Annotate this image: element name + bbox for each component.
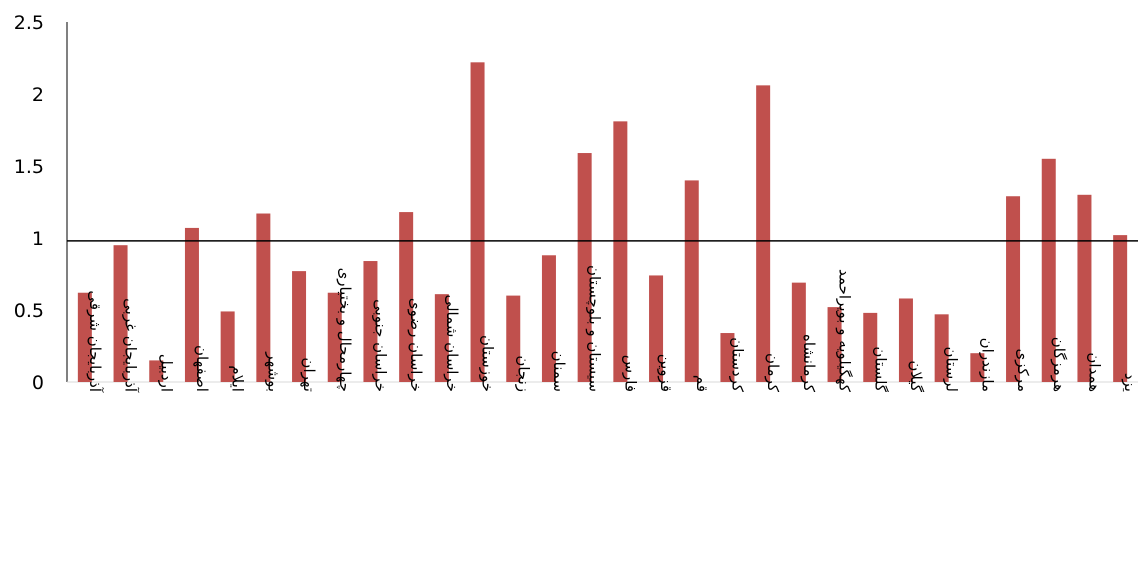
x-tick-label: خراسان شمالی bbox=[443, 294, 461, 392]
bar bbox=[1006, 196, 1021, 382]
x-tick-label: سیستان و بلوچستان bbox=[586, 265, 604, 392]
bar bbox=[649, 275, 664, 382]
x-tick-label: کهگیلویه و بویراحمد bbox=[836, 269, 854, 393]
x-tick-label: اردبیل bbox=[157, 354, 175, 392]
y-axis-ticks: 0 0.5 1 1.5 2 2.5 bbox=[14, 12, 44, 394]
x-tick-label: سمنان bbox=[550, 351, 568, 392]
x-tick-label: گیلان bbox=[907, 360, 925, 392]
y-tick-label: 0 bbox=[32, 372, 44, 394]
bar bbox=[292, 271, 307, 382]
x-tick-label: کردستان bbox=[728, 337, 746, 393]
bar bbox=[970, 353, 985, 382]
bar bbox=[113, 245, 128, 382]
bar bbox=[256, 213, 271, 382]
y-tick-label: 0.5 bbox=[14, 300, 44, 322]
x-tick-label: آذربایجان شرقی bbox=[86, 290, 104, 392]
bar bbox=[756, 85, 771, 383]
bar bbox=[577, 153, 592, 382]
x-tick-label: خوزستان bbox=[479, 335, 497, 392]
x-tick-label: مازندران bbox=[978, 338, 996, 392]
bar bbox=[506, 295, 521, 382]
x-tick-label: گلستان bbox=[871, 346, 889, 392]
bar bbox=[363, 261, 378, 382]
x-tick-label: هرمزگان bbox=[1050, 337, 1068, 392]
bar bbox=[934, 314, 949, 382]
bar bbox=[77, 292, 92, 382]
x-tick-label: بوشهر bbox=[264, 351, 282, 392]
plot-area bbox=[66, 22, 1138, 383]
bars-group bbox=[77, 62, 1128, 383]
bar bbox=[684, 180, 699, 382]
x-tick-label: چهارمحال و بختیاری bbox=[336, 268, 354, 392]
x-tick-label: همدان bbox=[1085, 352, 1103, 392]
bar bbox=[613, 121, 628, 383]
bar bbox=[184, 227, 199, 382]
x-tick-label: آذربایجان غربی bbox=[122, 298, 140, 393]
bar bbox=[898, 298, 913, 382]
bar bbox=[1113, 235, 1128, 382]
bar bbox=[149, 360, 164, 382]
x-tick-label: یزد bbox=[1121, 373, 1139, 392]
x-tick-label: قم bbox=[693, 375, 711, 392]
x-tick-label: لرستان bbox=[943, 346, 961, 392]
bar bbox=[791, 282, 806, 382]
y-tick-label: 2 bbox=[32, 84, 44, 106]
x-tick-label: خراسان رضوی bbox=[407, 298, 425, 392]
x-tick-label: مرکزی bbox=[1014, 349, 1032, 392]
bar bbox=[1041, 158, 1056, 382]
x-axis-ticks: آذربایجان شرقی آذربایجان غربی اردبیل اصفهان… bbox=[86, 265, 1139, 393]
x-tick-label: کرمان bbox=[764, 353, 782, 393]
x-tick-label: خراسان جنوبی bbox=[371, 299, 389, 392]
x-tick-label: ایلام bbox=[229, 365, 247, 392]
bar bbox=[470, 62, 485, 382]
bar bbox=[863, 312, 878, 382]
x-tick-label: قزوین bbox=[657, 354, 675, 392]
bar bbox=[541, 255, 556, 382]
y-tick-label: 1.5 bbox=[14, 156, 44, 178]
bar bbox=[434, 294, 449, 382]
bar bbox=[720, 333, 735, 382]
bar bbox=[220, 311, 235, 382]
x-tick-label: تهران bbox=[300, 357, 318, 392]
x-tick-label: زنجان bbox=[514, 355, 532, 392]
bar bbox=[399, 212, 414, 382]
x-tick-label: فارس bbox=[621, 355, 639, 392]
x-tick-label: کرمانشاه bbox=[800, 334, 818, 393]
x-tick-label: اصفهان bbox=[193, 345, 211, 392]
y-tick-label: 1 bbox=[32, 228, 44, 250]
bar bbox=[827, 307, 842, 382]
bar bbox=[327, 292, 342, 382]
y-tick-label: 2.5 bbox=[14, 12, 44, 34]
